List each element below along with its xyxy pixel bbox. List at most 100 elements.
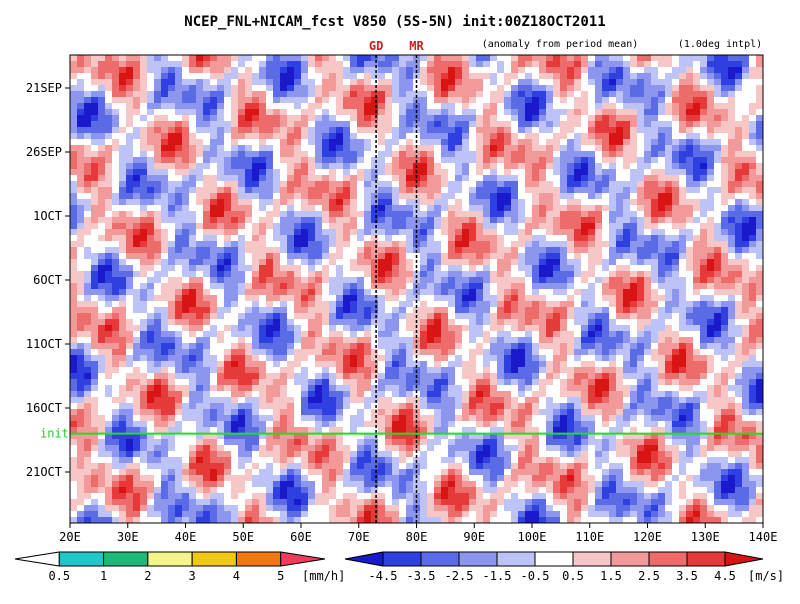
field-cell [154,349,161,355]
field-cell [147,295,154,301]
field-cell [112,283,119,289]
field-cell [189,313,196,319]
field-cell [441,73,448,79]
field-cell [546,343,553,349]
field-cell [133,223,140,229]
field-cell [266,301,273,307]
field-cell [98,115,105,121]
field-cell [448,247,455,253]
field-cell [756,97,763,103]
field-cell [84,109,91,115]
field-cell [497,283,504,289]
field-cell [637,133,644,139]
field-cell [161,61,168,67]
field-cell [679,91,686,97]
field-cell [567,91,574,97]
field-cell [574,145,581,151]
field-cell [448,277,455,283]
field-cell [252,265,259,271]
field-cell [175,295,182,301]
field-cell [329,313,336,319]
field-cell [637,175,644,181]
field-cell [217,157,224,163]
field-cell [497,169,504,175]
field-cell [350,241,357,247]
field-cell [357,343,364,349]
field-cell [322,127,329,133]
field-cell [665,277,672,283]
field-cell [91,259,98,265]
field-cell [119,253,126,259]
field-cell [490,253,497,259]
field-cell [315,295,322,301]
field-cell [560,145,567,151]
field-cell [371,163,378,169]
field-cell [357,187,364,193]
field-cell [721,163,728,169]
field-cell [252,151,259,157]
field-cell [574,307,581,313]
field-cell [84,169,91,175]
field-cell [70,313,77,319]
field-cell [329,187,336,193]
field-cell [308,259,315,265]
field-cell [574,55,581,61]
field-cell [224,193,231,199]
field-cell [231,67,238,73]
field-cell [231,289,238,295]
field-cell [266,79,273,85]
field-cell [196,229,203,235]
field-cell [427,235,434,241]
field-cell [735,295,742,301]
field-cell [518,67,525,73]
field-cell [301,325,308,331]
field-cell [84,235,91,241]
field-cell [749,181,756,187]
field-cell [644,97,651,103]
field-cell [665,235,672,241]
field-cell [364,103,371,109]
field-cell [616,337,623,343]
field-cell [336,97,343,103]
field-cell [756,325,763,331]
field-cell [287,67,294,73]
field-cell [504,349,511,355]
field-cell [406,205,413,211]
field-cell [658,139,665,145]
field-cell [126,211,133,217]
field-cell [350,175,357,181]
field-cell [483,271,490,277]
field-cell [287,85,294,91]
field-cell [217,235,224,241]
field-cell [252,223,259,229]
field-cell [434,127,441,133]
field-cell [147,91,154,97]
field-cell [126,223,133,229]
field-cell [665,169,672,175]
field-cell [126,139,133,145]
field-cell [525,241,532,247]
field-cell [140,277,147,283]
field-cell [182,97,189,103]
field-cell [574,127,581,133]
field-cell [231,91,238,97]
field-cell [504,163,511,169]
field-cell [231,79,238,85]
field-cell [210,253,217,259]
field-cell [294,211,301,217]
field-cell [259,151,266,157]
field-cell [245,169,252,175]
field-cell [567,313,574,319]
field-cell [476,127,483,133]
field-cell [301,73,308,79]
field-cell [322,157,329,163]
field-cell [756,181,763,187]
field-cell [497,265,504,271]
field-cell [196,349,203,355]
field-cell [553,223,560,229]
field-cell [168,97,175,103]
field-cell [735,289,742,295]
field-cell [238,229,245,235]
field-cell [210,151,217,157]
field-cell [210,109,217,115]
